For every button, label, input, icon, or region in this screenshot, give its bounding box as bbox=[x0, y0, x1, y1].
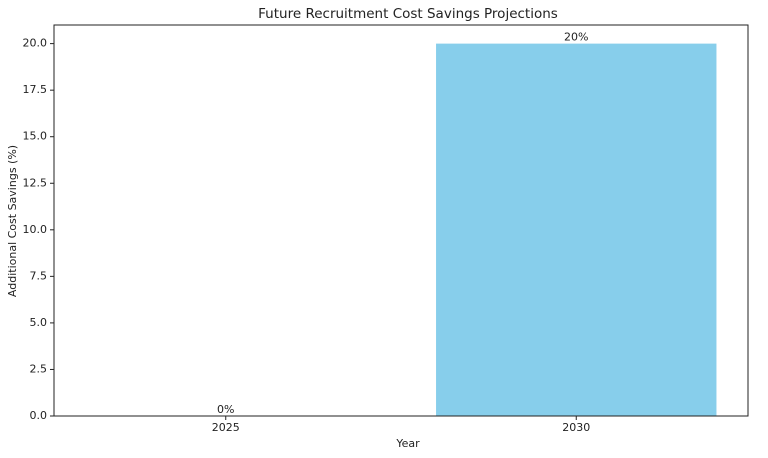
plot-frame bbox=[53, 24, 749, 417]
y-tick-label: 7.5 bbox=[30, 269, 48, 282]
x-tick-label: 2030 bbox=[562, 421, 590, 434]
y-tick-label: 2.5 bbox=[30, 362, 48, 375]
y-tick-label: 17.5 bbox=[23, 83, 48, 96]
value-label: 20% bbox=[564, 31, 588, 44]
y-tick-label: 10.0 bbox=[23, 223, 48, 236]
y-axis-label: Additional Cost Savings (%) bbox=[6, 145, 19, 297]
x-tick-label: 2025 bbox=[212, 421, 240, 434]
y-tick-label: 12.5 bbox=[23, 176, 48, 189]
value-label: 0% bbox=[217, 403, 234, 416]
y-tick-label: 15.0 bbox=[23, 130, 48, 143]
y-tick-label: 20.0 bbox=[23, 37, 48, 50]
y-tick-label: 5.0 bbox=[30, 316, 48, 329]
bar bbox=[436, 43, 717, 416]
chart-title: Future Recruitment Cost Savings Projecti… bbox=[258, 6, 558, 22]
y-tick-label: 0.0 bbox=[30, 409, 48, 422]
x-axis-label: Year bbox=[395, 437, 420, 450]
